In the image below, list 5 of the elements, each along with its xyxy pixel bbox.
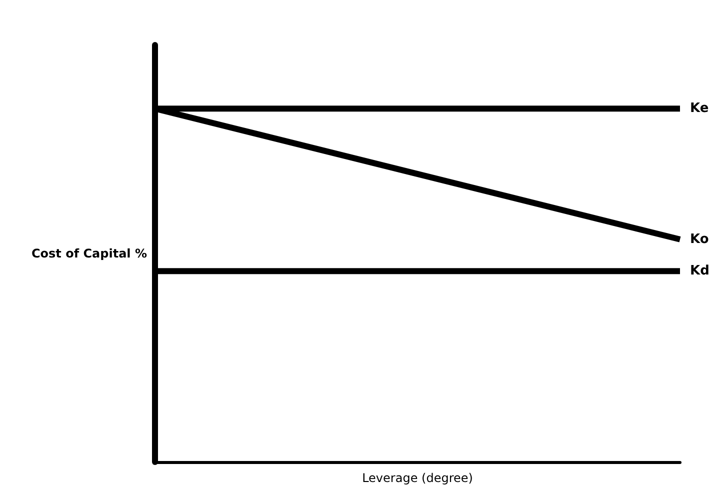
- x-axis-title: Leverage (degree): [362, 471, 473, 485]
- series-label: Ko: [690, 232, 709, 247]
- series-label: Ke: [690, 101, 709, 116]
- series-label: Kd: [690, 264, 710, 279]
- y-axis-title: Cost of Capital %: [31, 246, 147, 260]
